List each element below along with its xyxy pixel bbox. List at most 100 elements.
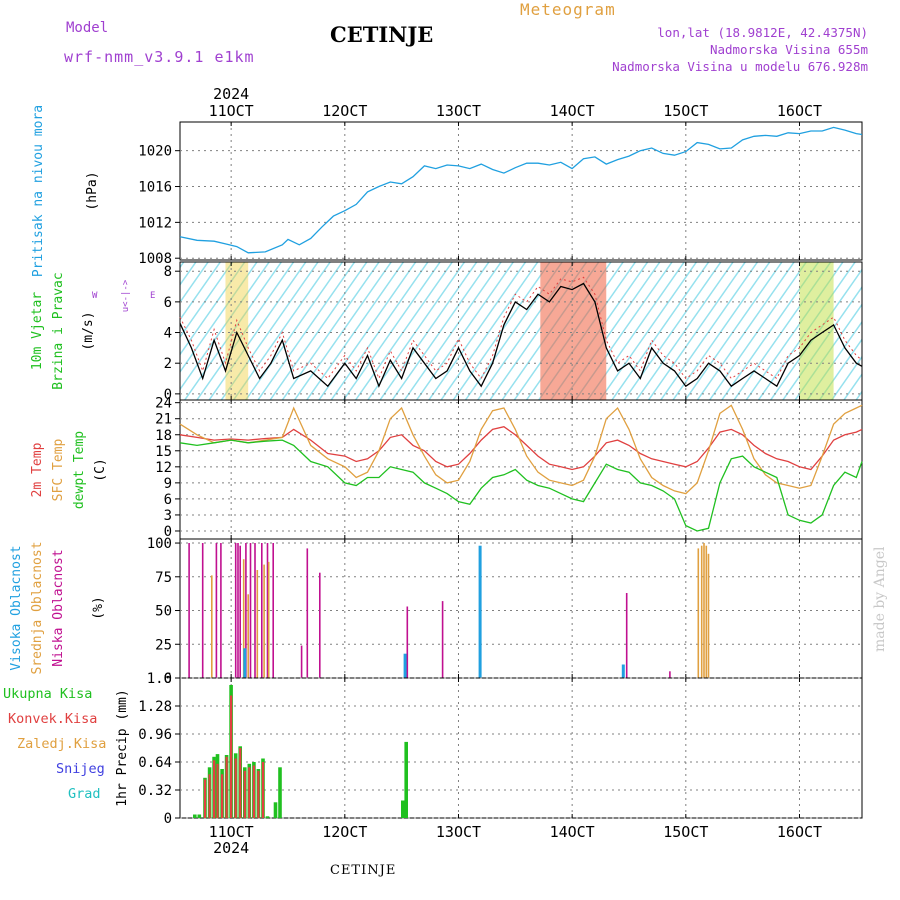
precip-precip_conv-bar — [257, 770, 260, 819]
cloud-low_cloud-bar — [201, 543, 204, 678]
precip-legend-item: Ukupna Kisa — [3, 686, 92, 702]
low-cloud-ylabel: Niska Oblacnost — [51, 549, 66, 666]
precip-legend-item: Snijeg — [56, 761, 105, 777]
cloud-mid_cloud-bar — [267, 561, 270, 678]
temperature-ytick-label: 24 — [155, 396, 172, 412]
precip-legend-item: Zaledj.Kisa — [17, 736, 106, 752]
precip-ytick-label: 0 — [164, 811, 172, 827]
cloud-low_cloud-bar — [272, 543, 274, 678]
temperature-ytick-label: 18 — [155, 428, 172, 444]
cloud-ytick-label: 25 — [155, 637, 172, 653]
cloud-low_cloud-bar — [406, 606, 409, 678]
wind-ytick-label: 8 — [164, 264, 172, 280]
cloud-low_cloud-bar — [319, 572, 321, 678]
cloud-low_cloud-bar — [249, 543, 252, 678]
watermark: made by Angel — [872, 546, 888, 653]
pressure-unit-label: (hPa) — [85, 171, 100, 210]
wind-band-2 — [799, 262, 834, 400]
precip-precip_total-bar — [193, 814, 197, 818]
cloud-unit-label: (%) — [91, 596, 106, 619]
precip-ytick-label: 0.64 — [138, 755, 172, 771]
temperature-ytick-label: 3 — [164, 508, 172, 524]
sfc-ylabel: SFC Temp — [51, 439, 66, 502]
pressure-ytick-label: 1012 — [138, 215, 172, 231]
top-xtick-label: 16OCT — [777, 102, 822, 120]
precip-precip_conv-bar — [252, 765, 255, 818]
temperature-ytick-label: 21 — [155, 412, 172, 428]
cloud-ytick-label: 100 — [147, 536, 172, 552]
cloud-low_cloud-bar — [215, 543, 218, 678]
wind-compass-note: u<-|-> — [121, 279, 131, 312]
precip-precip_conv-bar — [221, 774, 224, 819]
precip-precip_total-bar — [273, 802, 278, 819]
cloud-frame — [179, 538, 863, 679]
wind-band-1 — [225, 262, 249, 400]
cloud-mid_cloud-bar — [263, 564, 265, 678]
wind-panel: 0 2 4 6 8 — [164, 261, 863, 403]
cloud-mid_cloud-bar — [242, 559, 245, 678]
precip-legend-item: Konvek.Kisa — [8, 711, 97, 727]
pressure-frame — [179, 121, 863, 261]
cloud-mid_cloud-bar — [707, 553, 710, 678]
temperature-temp2m-line — [179, 425, 863, 471]
wind-wind_speed-line — [179, 282, 863, 388]
cloud-mid_cloud-bar — [697, 548, 700, 678]
temp2m-ylabel: 2m Temp — [30, 442, 45, 497]
cloud-low_cloud-bar — [220, 543, 222, 678]
high-cloud-ylabel: Visoka Oblacnost — [9, 545, 24, 670]
wind-ylabel-1: 10m Vjetar — [30, 292, 45, 370]
temperature-ytick-label: 9 — [164, 476, 172, 492]
precip-precip_conv-bar — [248, 767, 251, 819]
cloud-high_cloud-bar — [621, 664, 625, 678]
cloud-low_cloud-bar — [266, 543, 269, 678]
bottom-xtick-label: 14OCT — [550, 823, 595, 841]
elevation-label: Nadmorska Visina 655m — [709, 42, 868, 57]
precip-panel: 0 0.32 0.64 0.96 1.28 1.6 — [138, 671, 863, 827]
temperature-sfc-line — [179, 404, 863, 495]
precip-precip_conv-bar — [243, 770, 246, 819]
cloud-mid_cloud-bar — [247, 594, 249, 678]
bottom-xtick-label: 12OCT — [322, 823, 367, 841]
bottom-xtick-label: 13OCT — [436, 823, 481, 841]
top-xtick-label: 13OCT — [436, 102, 481, 120]
model-label: Model — [66, 20, 109, 36]
precip-precip_total-bar — [278, 767, 282, 819]
cloud-high_cloud-bar — [403, 653, 407, 678]
top-xtick-label: 15OCT — [663, 102, 708, 120]
cloud-low_cloud-bar — [245, 543, 247, 678]
precip-precip_conv-bar — [213, 760, 216, 819]
temperature-ytick-label: 0 — [164, 524, 172, 540]
pressure-pressure-line — [179, 126, 863, 254]
cloud-low_cloud-bar — [261, 543, 263, 678]
temperature-ytick-label: 6 — [164, 492, 172, 508]
precip-precip_conv-bar — [239, 748, 242, 818]
cloud-mid_cloud-bar — [700, 545, 703, 678]
wind-ylabel-2: Brzina i Pravac — [51, 272, 66, 389]
precip-precip_conv-bar — [208, 774, 211, 819]
cloud-high_cloud-bar — [478, 545, 482, 678]
wind-ytick-label: 2 — [164, 356, 172, 372]
cloud-low_cloud-bar — [234, 543, 237, 678]
temperature-ytick-label: 12 — [155, 460, 172, 476]
pressure-panel: 1008 1012 1016 1020 — [138, 121, 863, 267]
precip-precip_conv-bar — [234, 758, 237, 818]
top-xtick-label: 11OCT — [209, 102, 254, 120]
cloud-ytick-label: 75 — [155, 570, 172, 586]
cloud-panel: 0 25 50 75 100 — [147, 536, 863, 687]
cloud-mid_cloud-bar — [705, 545, 708, 678]
cloud-mid_cloud-bar — [211, 575, 213, 678]
cloud-low_cloud-bar — [239, 545, 241, 678]
mid-cloud-ylabel: Srednja Oblacnost — [30, 541, 45, 674]
wind-barb-field — [180, 262, 862, 400]
station-title: CETINJE — [330, 22, 434, 47]
cloud-high_cloud-bar — [243, 648, 247, 678]
lonlat-label: lon,lat (18.9812E, 42.4375N) — [657, 25, 868, 40]
meteogram-title: Meteogram — [520, 0, 616, 19]
model-elevation-label: Nadmorska Visina u modelu 676.928m — [612, 59, 868, 74]
bottom-xtick-label: 11OCT — [209, 823, 254, 841]
wind-compass-w: W — [92, 291, 98, 301]
top-year-label: 2024 — [213, 85, 249, 103]
temp-unit-label: (C) — [93, 458, 108, 481]
